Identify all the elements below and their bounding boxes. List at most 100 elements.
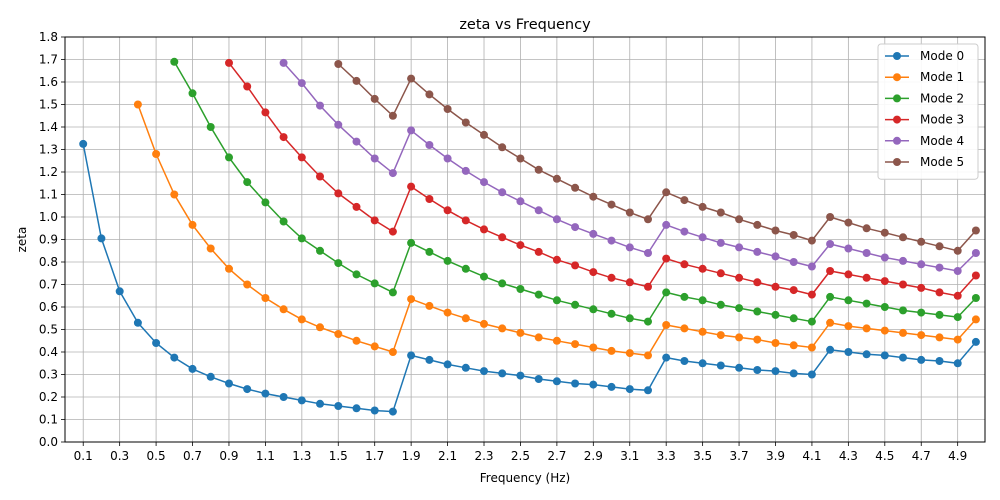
data-point bbox=[316, 101, 324, 110]
data-point bbox=[880, 326, 889, 335]
data-point bbox=[443, 256, 452, 265]
data-point bbox=[279, 133, 288, 142]
data-point bbox=[716, 361, 725, 370]
data-point bbox=[625, 278, 634, 287]
data-point bbox=[425, 355, 434, 364]
data-point bbox=[443, 105, 452, 113]
data-point bbox=[461, 314, 470, 323]
data-point bbox=[899, 280, 907, 289]
data-point bbox=[225, 379, 233, 388]
data-point bbox=[771, 310, 780, 319]
legend-item: Mode 2 bbox=[885, 91, 964, 105]
data-point bbox=[261, 389, 270, 398]
data-point bbox=[716, 300, 725, 309]
data-point bbox=[516, 241, 525, 250]
legend-marker bbox=[893, 158, 901, 166]
data-point bbox=[279, 393, 288, 401]
y-tick-label: 1.4 bbox=[39, 120, 58, 134]
data-point bbox=[735, 333, 744, 342]
x-tick-label: 4.7 bbox=[912, 449, 931, 463]
x-tick-label: 2.9 bbox=[584, 449, 603, 463]
legend-marker bbox=[893, 136, 901, 145]
y-axis-ticks: 0.0 0.1 0.2 0.3 0.4 0.5 0.6 0.7 0.8 0.9 1.0 1.1 1.2 1… bbox=[39, 30, 65, 449]
data-point bbox=[807, 370, 816, 379]
data-point bbox=[807, 343, 816, 352]
series-mode-1 bbox=[133, 100, 980, 360]
data-point bbox=[498, 233, 507, 242]
data-point bbox=[552, 215, 561, 224]
legend-label: Mode 2 bbox=[920, 91, 964, 105]
data-point bbox=[698, 359, 707, 368]
data-point bbox=[716, 331, 725, 340]
data-point bbox=[880, 351, 889, 360]
data-point bbox=[807, 262, 816, 271]
data-point bbox=[953, 246, 962, 255]
data-point bbox=[625, 243, 634, 252]
y-tick-label: 0.6 bbox=[39, 300, 58, 314]
data-point bbox=[771, 339, 780, 347]
data-point bbox=[644, 249, 652, 257]
data-point bbox=[261, 294, 270, 302]
data-point bbox=[935, 242, 944, 251]
data-point bbox=[170, 190, 179, 199]
x-tick-label: 2.3 bbox=[474, 449, 493, 463]
y-tick-label: 0.5 bbox=[39, 323, 58, 337]
data-point bbox=[516, 154, 525, 163]
data-point bbox=[753, 366, 762, 374]
data-point bbox=[352, 336, 361, 345]
data-point bbox=[807, 317, 816, 326]
data-point bbox=[516, 371, 525, 380]
data-point bbox=[534, 247, 543, 256]
series-mode-0 bbox=[79, 139, 980, 416]
data-point bbox=[644, 282, 652, 291]
data-point bbox=[771, 367, 780, 376]
data-point bbox=[753, 335, 762, 344]
data-point bbox=[716, 208, 725, 217]
data-point bbox=[370, 279, 379, 288]
data-point bbox=[534, 375, 543, 383]
data-point bbox=[680, 292, 689, 301]
data-point bbox=[680, 260, 689, 269]
data-point bbox=[443, 206, 452, 215]
x-tick-label: 1.7 bbox=[365, 449, 384, 463]
data-point bbox=[789, 341, 798, 350]
data-point bbox=[607, 236, 616, 245]
x-tick-label: 0.7 bbox=[183, 449, 202, 463]
chart-title: zeta vs Frequency bbox=[459, 17, 591, 33]
data-point bbox=[899, 306, 907, 315]
data-point bbox=[880, 228, 889, 237]
data-point bbox=[862, 273, 871, 282]
data-point bbox=[407, 182, 416, 191]
data-point bbox=[698, 327, 707, 336]
data-point bbox=[498, 324, 507, 333]
data-point bbox=[225, 153, 233, 162]
data-point bbox=[953, 335, 962, 344]
data-point bbox=[225, 264, 233, 273]
data-point bbox=[789, 314, 798, 323]
data-point bbox=[589, 305, 598, 314]
data-point bbox=[589, 268, 598, 277]
data-point bbox=[753, 278, 762, 287]
data-point bbox=[880, 277, 889, 286]
data-point bbox=[607, 309, 616, 318]
data-point bbox=[826, 213, 835, 221]
data-point bbox=[516, 328, 525, 337]
legend-marker bbox=[893, 73, 901, 82]
data-point bbox=[698, 264, 707, 273]
y-tick-label: 0.9 bbox=[39, 233, 58, 247]
data-point bbox=[899, 233, 907, 242]
x-tick-label: 1.1 bbox=[256, 449, 275, 463]
data-point bbox=[625, 385, 634, 394]
data-point bbox=[917, 260, 926, 269]
data-point bbox=[334, 120, 343, 129]
x-tick-label: 3.7 bbox=[730, 449, 749, 463]
data-point bbox=[589, 192, 598, 201]
data-point bbox=[625, 208, 634, 217]
data-point bbox=[862, 249, 871, 257]
x-tick-label: 0.9 bbox=[219, 449, 238, 463]
data-point bbox=[771, 252, 780, 261]
data-point bbox=[206, 123, 215, 131]
data-point bbox=[480, 130, 488, 139]
data-point bbox=[552, 296, 561, 305]
data-point bbox=[971, 294, 980, 302]
